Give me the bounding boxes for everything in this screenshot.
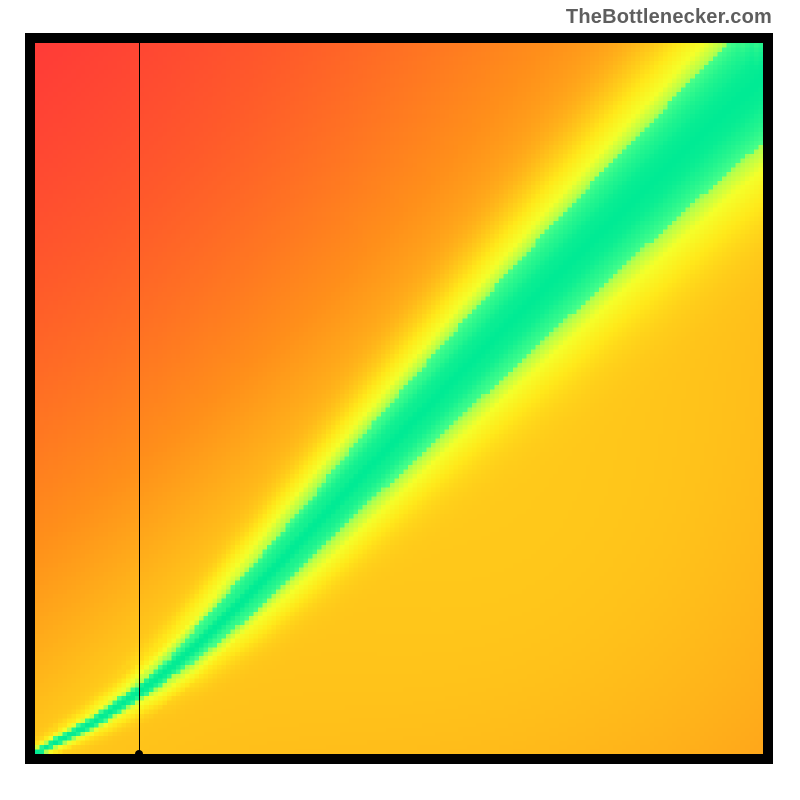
heatmap-canvas	[35, 43, 763, 754]
chart-container: TheBottlenecker.com	[0, 0, 800, 800]
watermark-text: TheBottlenecker.com	[566, 6, 772, 29]
plot-frame	[25, 33, 773, 764]
